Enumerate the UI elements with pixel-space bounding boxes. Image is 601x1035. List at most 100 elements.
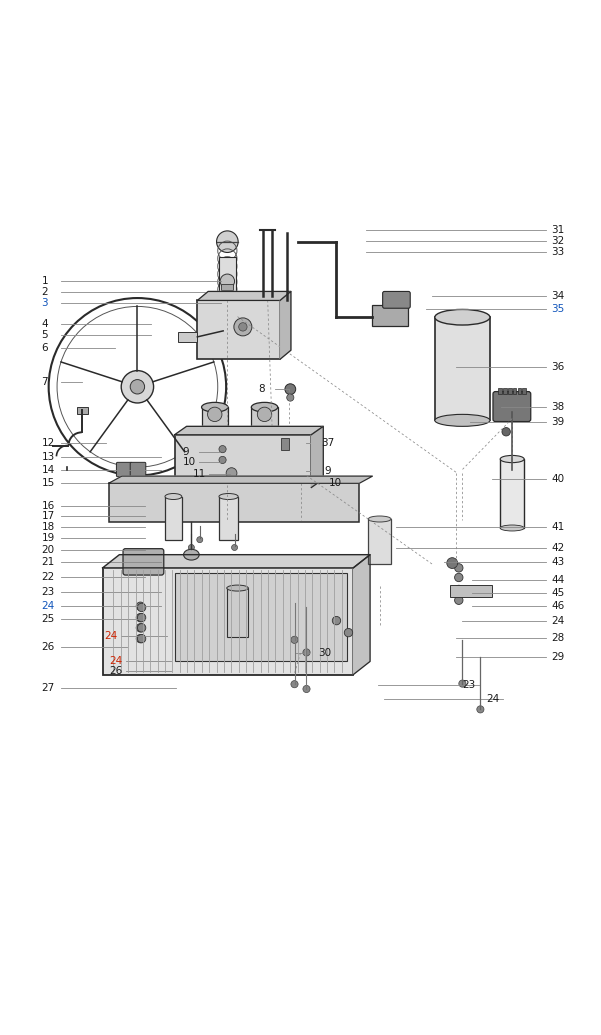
Circle shape [197,537,203,542]
FancyBboxPatch shape [77,407,88,414]
Polygon shape [174,426,323,435]
Text: 20: 20 [41,545,55,556]
Circle shape [303,685,310,692]
Text: 24: 24 [486,693,499,704]
Circle shape [216,231,238,253]
FancyBboxPatch shape [165,497,182,539]
FancyBboxPatch shape [372,304,409,326]
Text: 44: 44 [551,574,564,585]
Ellipse shape [435,414,490,426]
Circle shape [447,558,457,568]
Text: 24: 24 [104,631,117,642]
Circle shape [130,380,145,394]
Circle shape [303,649,310,656]
Text: 40: 40 [551,474,564,483]
Text: 45: 45 [551,588,564,598]
Text: 33: 33 [551,247,564,258]
Circle shape [136,624,145,632]
Text: 13: 13 [41,452,55,462]
Circle shape [287,394,294,402]
FancyBboxPatch shape [174,435,311,487]
Circle shape [257,407,272,421]
Circle shape [477,706,484,713]
Circle shape [502,427,510,436]
Polygon shape [280,292,291,359]
Text: 35: 35 [551,304,564,314]
Text: 25: 25 [41,614,55,624]
Text: 11: 11 [192,469,206,479]
Circle shape [136,602,145,611]
Circle shape [226,468,237,478]
Circle shape [285,384,296,394]
Text: 5: 5 [41,329,48,339]
Circle shape [234,318,252,336]
Polygon shape [103,555,370,568]
Polygon shape [353,555,370,675]
FancyBboxPatch shape [123,549,164,575]
Text: 41: 41 [551,522,564,532]
Circle shape [219,445,226,452]
Circle shape [136,634,145,643]
Ellipse shape [227,585,248,591]
Text: 36: 36 [551,362,564,372]
Text: 2: 2 [41,287,48,297]
FancyBboxPatch shape [498,388,502,394]
Text: 32: 32 [551,236,564,246]
FancyBboxPatch shape [219,257,236,299]
Text: 29: 29 [551,652,564,661]
FancyBboxPatch shape [493,391,531,421]
Circle shape [454,596,463,604]
FancyBboxPatch shape [117,463,132,477]
FancyBboxPatch shape [109,483,359,523]
Text: 22: 22 [41,572,55,583]
Text: 12: 12 [41,438,55,448]
FancyBboxPatch shape [197,300,280,359]
FancyBboxPatch shape [219,497,238,539]
FancyBboxPatch shape [103,568,353,675]
Text: 27: 27 [41,683,55,693]
Ellipse shape [251,403,278,412]
Ellipse shape [165,494,182,500]
Ellipse shape [500,455,524,463]
Text: 21: 21 [41,558,55,567]
Circle shape [454,573,463,582]
Text: 28: 28 [551,633,564,643]
Circle shape [220,274,234,289]
FancyBboxPatch shape [508,388,511,394]
Text: 14: 14 [41,465,55,474]
FancyBboxPatch shape [368,519,391,564]
Circle shape [231,544,237,551]
Text: 9: 9 [182,446,189,456]
Text: 23: 23 [462,680,475,690]
Text: 24: 24 [109,656,123,666]
Circle shape [239,323,247,331]
Text: 16: 16 [41,501,55,510]
Text: 7: 7 [41,377,48,387]
Text: 31: 31 [551,226,564,235]
FancyBboxPatch shape [517,388,521,394]
Text: 34: 34 [551,291,564,301]
FancyBboxPatch shape [500,460,524,528]
Text: 37: 37 [322,438,335,447]
FancyBboxPatch shape [251,407,278,426]
Ellipse shape [500,525,524,531]
Text: 1: 1 [41,276,48,287]
Ellipse shape [183,550,199,560]
Text: 6: 6 [41,344,48,353]
Text: 26: 26 [109,666,123,676]
Text: 10: 10 [329,478,343,487]
Text: 38: 38 [551,403,564,412]
FancyBboxPatch shape [435,318,490,420]
Circle shape [138,614,146,622]
Circle shape [344,628,353,637]
Text: 24: 24 [41,600,55,611]
Text: 24: 24 [551,616,564,625]
FancyBboxPatch shape [201,407,228,426]
Circle shape [291,681,298,688]
Circle shape [454,585,463,594]
Circle shape [332,617,341,625]
Text: 8: 8 [258,384,265,393]
FancyBboxPatch shape [513,388,516,394]
Circle shape [138,634,146,643]
FancyBboxPatch shape [221,284,233,290]
